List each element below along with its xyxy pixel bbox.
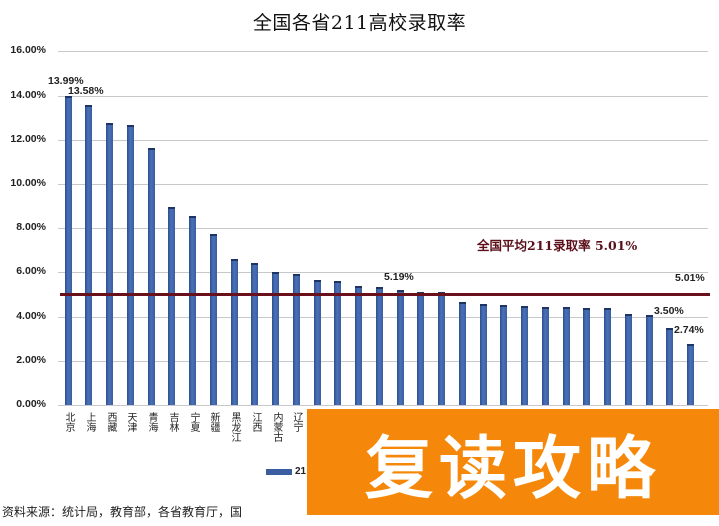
bar: [106, 123, 113, 405]
y-tick-label: 2.00%: [16, 354, 46, 366]
average-annotation: 全国平均211录取率 5.01%: [477, 238, 638, 253]
bar: [251, 263, 258, 405]
y-tick-label: 4.00%: [16, 310, 46, 322]
y-tick-label: 6.00%: [16, 265, 46, 277]
bar: [500, 305, 507, 405]
bar: [417, 292, 424, 405]
gridline: [58, 405, 708, 406]
bar: [334, 281, 341, 405]
watermark-banner: 复读攻略: [307, 409, 719, 515]
bar: [314, 280, 321, 405]
y-tick-label: 10.00%: [10, 177, 46, 189]
bar: [65, 96, 72, 405]
bar: [148, 148, 155, 405]
watermark-text: 复读攻略: [364, 429, 661, 509]
bar: [189, 216, 196, 405]
chart-title: 全国各省211高校录取率: [252, 12, 467, 34]
bar: [397, 290, 404, 405]
data-label: 13.58%: [68, 85, 104, 97]
y-tick-label: 0.00%: [16, 398, 46, 410]
y-tick-label: 8.00%: [16, 221, 46, 233]
gridline: [58, 317, 708, 318]
x-tick-label: 西藏: [105, 412, 116, 432]
x-tick-label: 新疆: [208, 412, 219, 432]
y-tick-label: 12.00%: [10, 133, 46, 145]
x-tick-label: 内蒙古: [271, 412, 282, 442]
legend-swatch: [266, 468, 292, 475]
bar: [168, 207, 175, 405]
bar: [604, 308, 611, 405]
bar: [563, 307, 570, 405]
x-tick-label: 北京: [63, 412, 74, 432]
data-label: 13.99%: [48, 75, 84, 87]
gridline: [58, 96, 708, 97]
bar: [293, 274, 300, 405]
legend: 21: [266, 466, 306, 477]
bar: [480, 304, 487, 405]
x-tick-label: 宁夏: [188, 412, 199, 432]
data-label: 3.50%: [654, 305, 684, 317]
gridline: [58, 228, 708, 229]
y-tick-label: 16.00%: [10, 44, 46, 56]
bar: [521, 306, 528, 405]
x-tick-label: 青海: [146, 412, 157, 432]
bar: [625, 314, 632, 405]
bar: [438, 292, 445, 405]
bar: [355, 286, 362, 405]
y-tick-label: 14.00%: [10, 89, 46, 101]
bar: [687, 344, 694, 405]
bar: [459, 302, 466, 405]
source-note: 资料来源：统计局，教育部，各省教育厅，国: [2, 505, 243, 519]
bar: [666, 328, 673, 405]
x-tick-label: 天津: [125, 412, 136, 432]
x-tick-label: 江西: [250, 412, 261, 432]
average-line: [60, 293, 710, 296]
bar: [231, 259, 238, 405]
bar: [542, 307, 549, 405]
data-label: 2.74%: [674, 324, 704, 336]
bar: [376, 287, 383, 405]
gridline: [58, 51, 708, 52]
bar: [272, 272, 279, 405]
x-tick-label: 上海: [84, 412, 95, 432]
gridline: [58, 184, 708, 185]
bar: [646, 315, 653, 405]
x-tick-label: 吉林: [167, 412, 178, 432]
bar: [210, 234, 217, 405]
gridline: [58, 140, 708, 141]
bar: [127, 125, 134, 405]
bar: [85, 105, 92, 405]
x-tick-label: 黑龙江: [229, 412, 240, 442]
gridline: [58, 272, 708, 273]
x-tick-label: 辽宁: [291, 412, 302, 432]
legend-label: 21: [295, 466, 307, 477]
gridline: [58, 361, 708, 362]
bar: [583, 308, 590, 405]
average-value-label: 5.01%: [675, 272, 705, 284]
data-label: 5.19%: [384, 271, 414, 283]
